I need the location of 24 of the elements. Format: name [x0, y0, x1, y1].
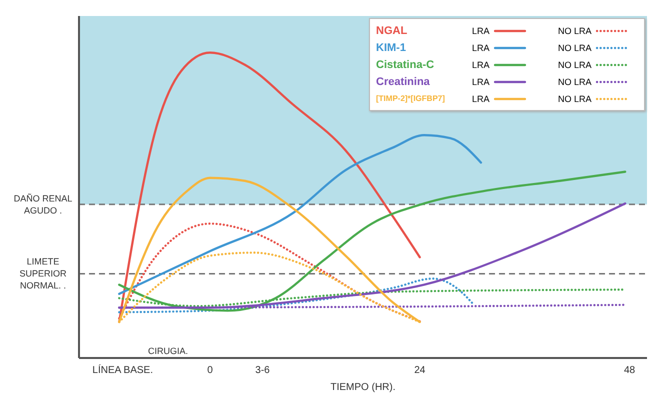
annotation: Creatinina: [376, 76, 431, 88]
x-axis-title: TIEMPO (HR).: [330, 382, 396, 393]
x-tick-label: 0: [207, 365, 214, 376]
legend-label: NO LRA: [558, 60, 592, 70]
legend-label: LRA: [472, 42, 490, 52]
x-tick-label: LÍNEA BASE.: [92, 364, 153, 376]
legend-label: NO LRA: [558, 76, 592, 86]
annotation: [TIMP-2]*[IGFBP7]: [376, 94, 446, 103]
ref-line-label: DAÑO RENAL AGUDO .: [14, 193, 72, 216]
legend-label: NO LRA: [558, 94, 592, 104]
ref-line-label: LIMETE SUPERIOR NORMAL. .: [19, 256, 67, 291]
text: NGAL: [376, 24, 408, 36]
annotation: KIM-1: [376, 42, 407, 54]
legend-label: LRA: [472, 26, 490, 36]
x-tick-label: 3-6: [255, 365, 270, 376]
x-tick-label: 24: [414, 365, 426, 376]
annotation: Cistatina-C: [376, 58, 436, 70]
legend-label: NO LRA: [558, 42, 592, 52]
legend-label: LRA: [472, 60, 490, 70]
x-tick-label: 48: [624, 365, 636, 376]
annotation: CIRUGIA.: [148, 346, 188, 356]
legend-label: LRA: [472, 94, 490, 104]
legend-label: LRA: [472, 76, 490, 86]
legend-label: NO LRA: [558, 26, 592, 36]
